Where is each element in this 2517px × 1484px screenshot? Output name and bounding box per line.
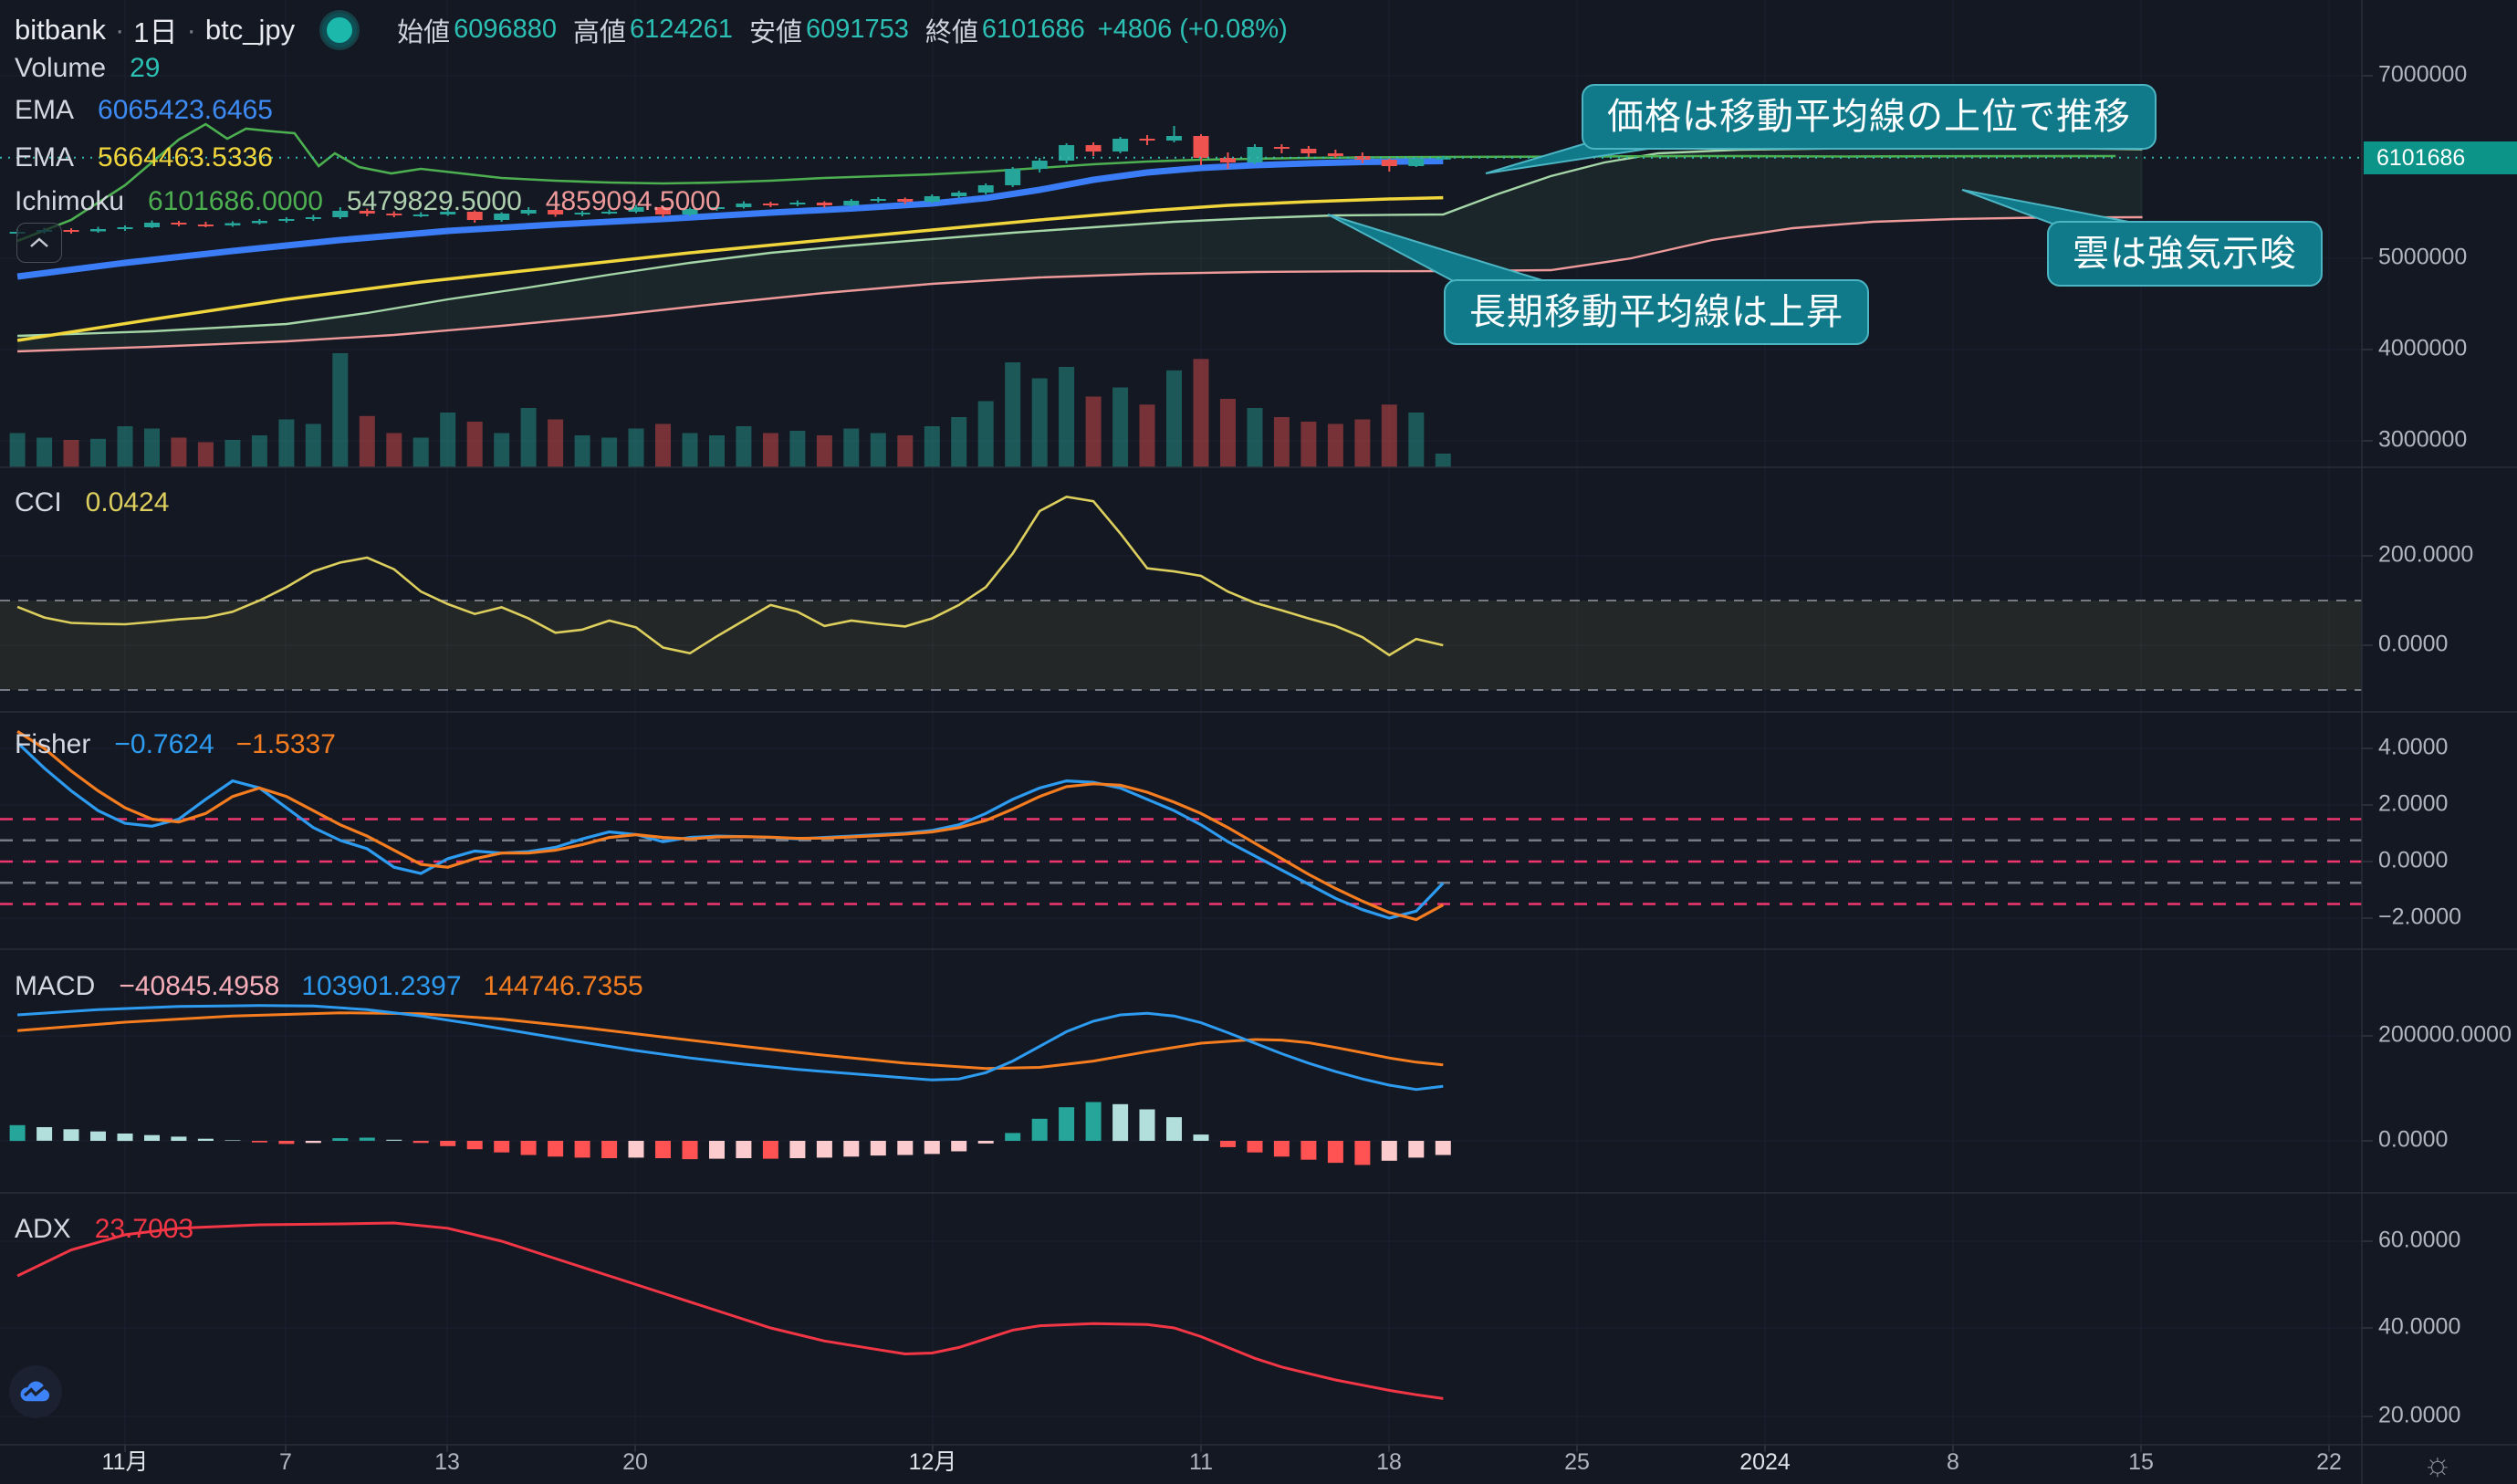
pane-collapse-button[interactable]	[16, 223, 62, 263]
time-axis-label: 22	[2316, 1449, 2342, 1475]
time-axis-label: 18	[1376, 1449, 1402, 1475]
time-axis-label: 11	[1189, 1449, 1213, 1475]
time-axis-label: 11月	[102, 1449, 149, 1475]
macd-axis-label: 200000.0000	[2378, 1022, 2512, 1048]
legend-volume[interactable]: Volume 29	[15, 53, 160, 84]
open-value: 6096880	[454, 15, 558, 44]
fisher-axis-label: 0.0000	[2378, 848, 2448, 873]
fisher-label: Fisher	[15, 729, 91, 759]
separator: ·	[114, 13, 125, 46]
high-value: 6124261	[630, 15, 733, 44]
ema-fast-value: 6065423.6465	[98, 95, 273, 125]
open-label: 始値	[397, 17, 451, 47]
annotation-long-ma-rising[interactable]: 長期移動平均線は上昇	[1444, 279, 1869, 345]
legend-fisher[interactable]: Fisher −0.7624 −1.5337	[15, 729, 336, 760]
ichimoku-value-3: 4859094.5000	[545, 186, 721, 216]
fisher-value-1: −0.7624	[114, 729, 214, 759]
time-axis-label: 15	[2128, 1449, 2154, 1475]
series-color-dot-icon[interactable]	[322, 12, 358, 47]
last-price-badge[interactable]: 6101686	[2364, 141, 2517, 174]
ichimoku-label: Ichimoku	[15, 186, 125, 216]
ichimoku-value-1: 6101686.0000	[148, 186, 323, 216]
adx-axis-label: 60.0000	[2378, 1228, 2460, 1253]
close-value: 6101686	[981, 15, 1085, 44]
price-axis-label: 5000000	[2378, 245, 2467, 270]
symbol-header: bitbank · 1日 · btc_jpy 始値 6096880 高値 612…	[15, 9, 1288, 50]
change-value: +4806 (+0.08%)	[1097, 15, 1288, 44]
fisher-axis-label: 2.0000	[2378, 791, 2448, 817]
legend-cci[interactable]: CCI 0.0424	[15, 487, 169, 518]
macd-axis-label: 0.0000	[2378, 1127, 2448, 1153]
ema-fast-label: EMA	[15, 95, 75, 125]
adx-axis-label: 20.0000	[2378, 1403, 2460, 1428]
price-axis-label: 3000000	[2378, 427, 2467, 453]
logo-cloud-chart-icon[interactable]	[9, 1365, 62, 1418]
ema-slow-label: EMA	[15, 142, 75, 172]
legend-ema-slow[interactable]: EMA 5664463.5336	[15, 142, 273, 173]
cci-value: 0.0424	[85, 487, 170, 517]
cloud-icon	[20, 1381, 50, 1402]
separator: ·	[186, 13, 196, 46]
high-label: 高値	[573, 17, 627, 47]
legend-ichimoku[interactable]: Ichimoku 6101686.0000 5479829.5000 48590…	[15, 186, 721, 217]
sun-icon[interactable]: ☼	[2422, 1445, 2453, 1482]
legend-ema-fast[interactable]: EMA 6065423.6465	[15, 95, 273, 126]
fisher-axis-label: −2.0000	[2378, 904, 2461, 930]
ichimoku-value-2: 5479829.5000	[346, 186, 522, 216]
low-label: 安値	[748, 17, 802, 47]
time-axis-label: 25	[1564, 1449, 1590, 1475]
fisher-axis-label: 4.0000	[2378, 735, 2448, 760]
adx-label: ADX	[15, 1214, 71, 1244]
close-label: 終値	[924, 17, 978, 47]
annotation-price-above-ma[interactable]: 価格は移動平均線の上位で推移	[1582, 84, 2157, 150]
time-axis-label: 20	[622, 1449, 648, 1475]
exchange-name[interactable]: bitbank	[15, 13, 106, 46]
macd-value-2: 103901.2397	[301, 971, 462, 1001]
volume-value: 29	[130, 53, 161, 83]
adx-value: 23.7003	[94, 1214, 194, 1244]
macd-label: MACD	[15, 971, 96, 1001]
time-axis-label: 2024	[1739, 1449, 1791, 1475]
annotation-cloud-bullish[interactable]: 雲は強気示唆	[2047, 221, 2323, 287]
fisher-value-2: −1.5337	[235, 729, 336, 759]
low-value: 6091753	[805, 15, 909, 44]
cci-axis-label: 200.0000	[2378, 542, 2473, 568]
legend-adx[interactable]: ADX 23.7003	[15, 1214, 193, 1245]
price-axis-label: 4000000	[2378, 336, 2467, 361]
volume-label: Volume	[15, 53, 107, 83]
macd-value-3: 144746.7355	[483, 971, 643, 1001]
time-axis-label: 7	[279, 1449, 292, 1475]
adx-axis-label: 40.0000	[2378, 1314, 2460, 1340]
cci-label: CCI	[15, 487, 62, 517]
time-axis-label: 13	[434, 1449, 460, 1475]
time-axis-label: 8	[1947, 1449, 1959, 1475]
cci-axis-label: 0.0000	[2378, 632, 2448, 657]
symbol-name[interactable]: btc_jpy	[204, 13, 296, 46]
price-axis-label: 7000000	[2378, 62, 2467, 88]
chevron-up-icon	[30, 237, 48, 247]
legend-macd[interactable]: MACD −40845.4958 103901.2397 144746.7355	[15, 971, 643, 1002]
ema-slow-value: 5664463.5336	[98, 142, 273, 172]
interval-label[interactable]: 1日	[133, 16, 178, 48]
macd-value-1: −40845.4958	[119, 971, 280, 1001]
time-axis-label: 12月	[909, 1449, 957, 1475]
